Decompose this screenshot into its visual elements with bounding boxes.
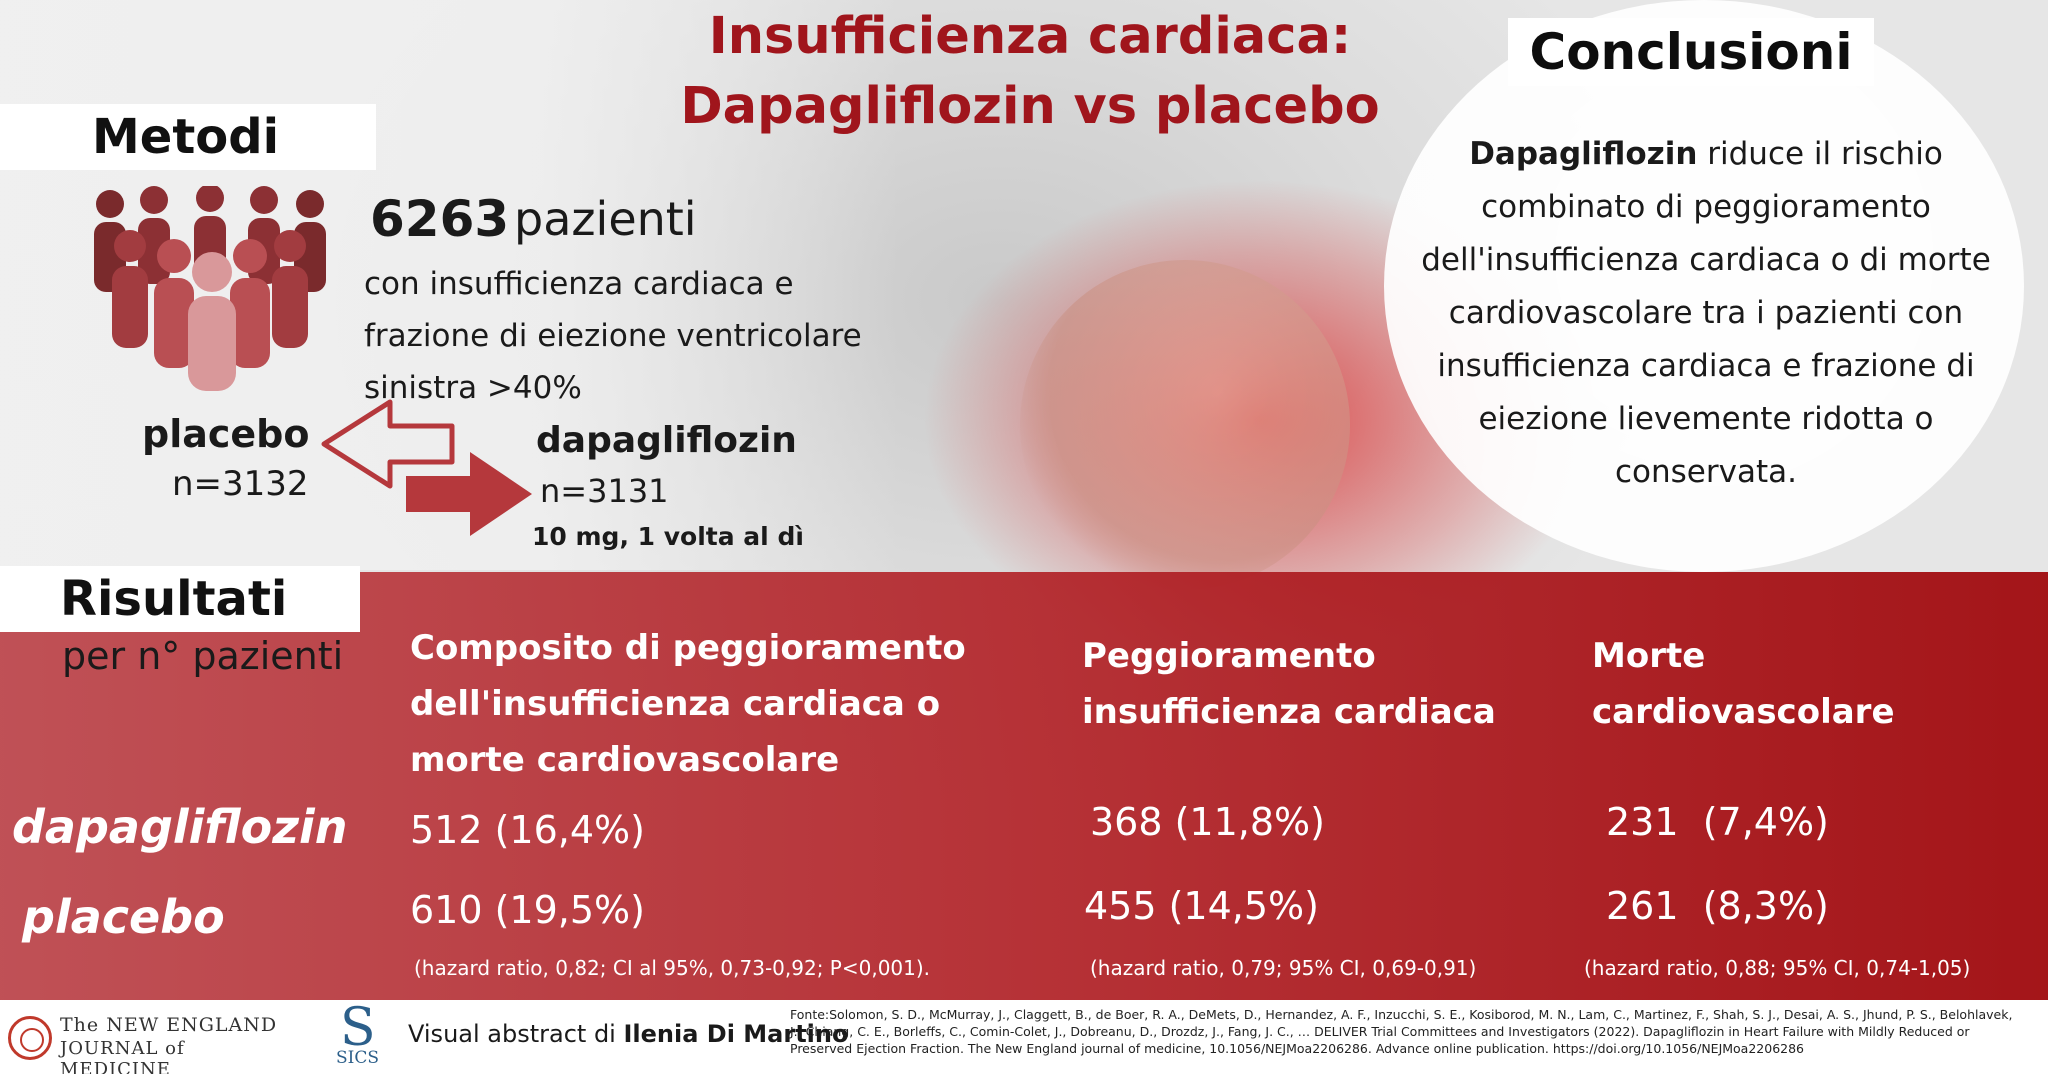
nejm-logo-line-1: The NEW ENGLAND [60, 1014, 278, 1036]
credit-author: Ilenia Di Martino [623, 1020, 849, 1048]
row-label-dapagliflozin: dapagliflozin [12, 800, 348, 854]
heart-failure-dapagliflozin-value: 368 (11,8%) [1090, 800, 1325, 844]
author-credit: Visual abstract di Ilenia Di Martino [408, 1020, 848, 1048]
cv-death-placebo-value: 261 (8,3%) [1606, 884, 1829, 928]
results-heading: Risultati [0, 566, 360, 632]
dapagliflozin-arm-n: n=3131 [540, 472, 669, 510]
cv-death-dapagliflozin-value: 231 (7,4%) [1606, 800, 1829, 844]
title-line-1: Insufficienza cardiaca: [708, 7, 1352, 66]
column-heading-composite: Composito di peggioramento dell'insuffic… [410, 628, 966, 780]
sics-logo-text: SICS [336, 1048, 380, 1068]
composite-hazard-ratio: (hazard ratio, 0,82; CI al 95%, 0,73-0,9… [414, 956, 931, 980]
swap-arrows-icon [321, 399, 532, 536]
conclusions-circle [1384, 0, 2024, 572]
conclusions-lead: Dapagliflozin [1469, 136, 1698, 172]
dapagliflozin-dose: 10 mg, 1 volta al dì [532, 522, 804, 551]
conclusions-body: riduce il rischio combinato di peggioram… [1421, 136, 1991, 490]
patients-description: con insufficienza cardiaca e frazione di… [364, 266, 862, 406]
results-subheading: per n° pazienti [62, 634, 344, 678]
patients-word: pazienti [514, 192, 697, 246]
placebo-arm-n: n=3132 [172, 464, 309, 504]
nejm-seal-icon [8, 1016, 52, 1060]
conclusions-text: Dapagliflozin riduce il rischio combinat… [1400, 128, 2012, 499]
page-title: Insufficienza cardiaca: Dapagliflozin vs… [640, 2, 1420, 142]
background-fade [0, 0, 900, 570]
results-band [0, 572, 2048, 1000]
title-line-2: Dapagliflozin vs placebo [680, 77, 1380, 136]
background-hand-image [1020, 260, 1350, 590]
methods-heading: Metodi [0, 104, 376, 170]
dapagliflozin-arm-label: dapagliflozin [536, 420, 797, 461]
composite-dapagliflozin-value: 512 (16,4%) [410, 808, 645, 852]
heart-failure-placebo-value: 455 (14,5%) [1084, 884, 1319, 928]
people-group-icon [94, 186, 326, 391]
composite-placebo-value: 610 (19,5%) [410, 888, 645, 932]
nejm-logo-line-2: JOURNAL of MEDICINE [60, 1038, 185, 1074]
patients-count: 6263 [370, 190, 510, 248]
footer-bar [0, 1000, 2048, 1074]
sics-logo-letter: S [340, 998, 376, 1058]
credit-prefix: Visual abstract di [408, 1020, 624, 1048]
heart-failure-hazard-ratio: (hazard ratio, 0,79; 95% CI, 0,69-0,91) [1090, 956, 1477, 980]
column-heading-cv-death: Morte cardiovascolare [1592, 636, 1895, 732]
source-citation: Fonte:Solomon, S. D., McMurray, J., Clag… [790, 1007, 2013, 1056]
nejm-logo: The NEW ENGLAND JOURNAL of MEDICINE [8, 1012, 298, 1074]
sics-logo-icon: S SICS [336, 998, 382, 1070]
conclusions-heading: Conclusioni [1508, 18, 1874, 86]
column-heading-heart-failure: Peggioramento insufficienza cardiaca [1082, 636, 1496, 732]
placebo-arm-label: placebo [142, 412, 310, 456]
row-label-placebo: placebo [22, 890, 225, 944]
cv-death-hazard-ratio: (hazard ratio, 0,88; 95% CI, 0,74-1,05) [1584, 956, 1971, 980]
